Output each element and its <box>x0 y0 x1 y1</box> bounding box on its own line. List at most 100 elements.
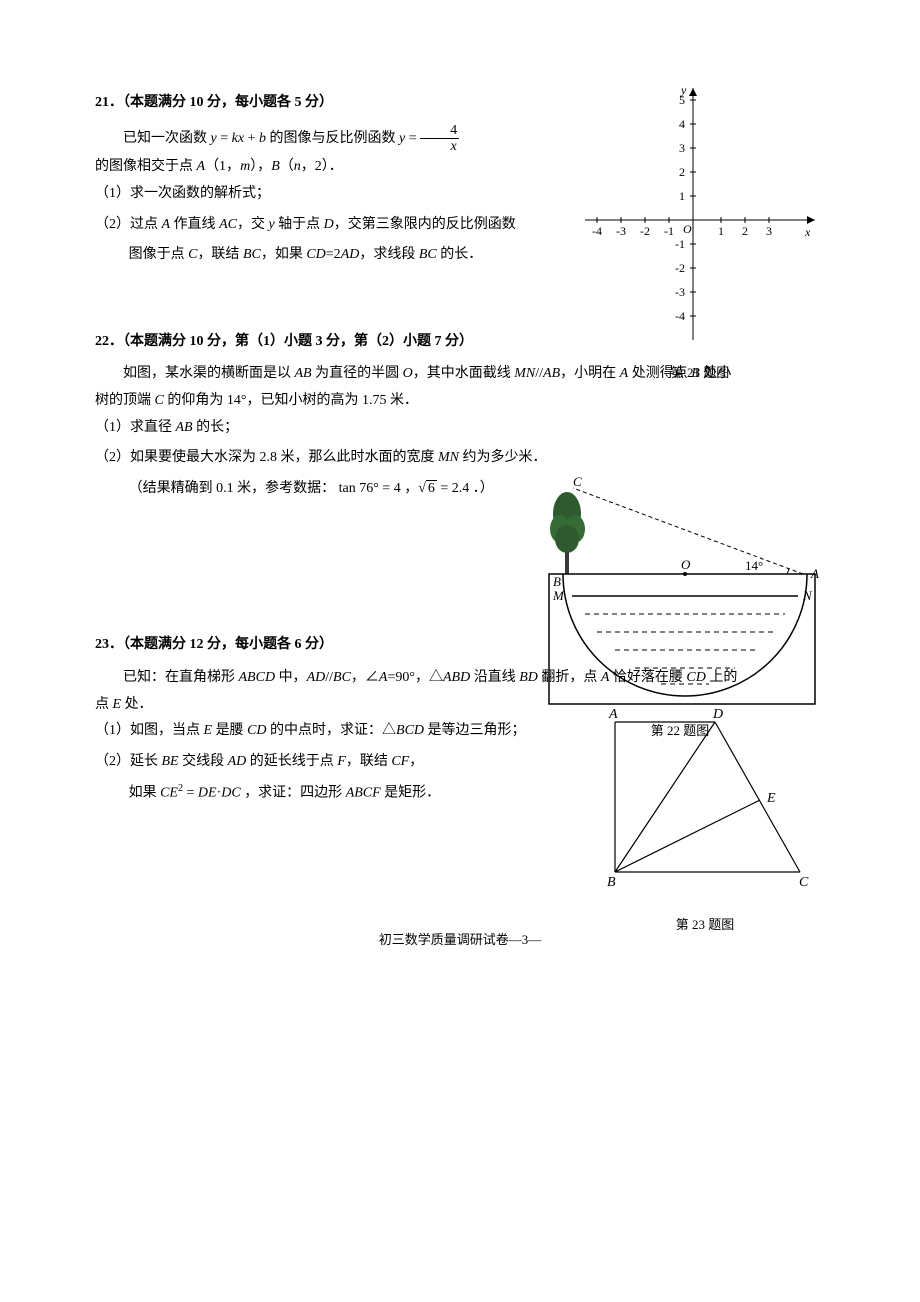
q22-line1: 如图，某水渠的横断面是以 AB 为直径的半圆 O，其中水面截线 MN//AB，小… <box>95 361 825 388</box>
text: （2）延长 <box>95 754 162 769</box>
label-C: C <box>799 875 809 890</box>
pt-A: A <box>162 217 171 232</box>
q23-sub1: （1）如图，当点 E 是腰 CD 的中点时，求证：△BCD 是等边三角形； <box>95 718 615 745</box>
label-N: N <box>802 588 813 603</box>
text: ，交 <box>237 217 269 232</box>
text: 上的 <box>706 670 738 685</box>
ytick: 2 <box>679 165 685 179</box>
text: 为直径的半圆 <box>312 366 403 381</box>
plus: + <box>244 131 259 146</box>
text: 翻折，点 <box>538 670 601 685</box>
xtick: -2 <box>640 224 650 238</box>
xtick: -3 <box>616 224 626 238</box>
xtick: 3 <box>766 224 772 238</box>
seg-DE: DE <box>198 786 217 801</box>
text: 恰好落在腰 <box>609 670 686 685</box>
eq2: = <box>405 131 420 146</box>
origin-label: O <box>683 222 692 236</box>
q23-caption: 第 23 题图 <box>585 913 825 938</box>
seg-AB: AB <box>295 366 312 381</box>
label-D: D <box>712 707 723 722</box>
q21-line2: 的图像相交于点 A（1，m），B（n，2）． <box>95 154 615 181</box>
text: 如果 <box>129 786 161 801</box>
seg-CD: CD <box>306 247 325 262</box>
seg-BC: BC <box>419 247 437 262</box>
text: 中， <box>275 670 307 685</box>
q22-sub2: （2）如果要使最大水深为 2.8 米，那么此时水面的宽度 MN 约为多少米． <box>95 445 615 472</box>
seg-AD: AD <box>341 247 360 262</box>
text: 的仰角为 14°，已知小树的高为 1.75 米． <box>164 393 418 408</box>
xtick: -4 <box>592 224 602 238</box>
text: ，联结 <box>346 754 392 769</box>
seg-CD: CD <box>686 670 705 685</box>
ytick: -3 <box>675 285 685 299</box>
ytick: -1 <box>675 237 685 251</box>
pt-A: A <box>197 159 206 174</box>
seg-BD: BD <box>519 670 538 685</box>
parallel: // <box>325 670 333 685</box>
pt-A: A <box>620 366 629 381</box>
label-B: B <box>607 875 616 890</box>
question-22: C O 14° A B M N <box>95 329 825 503</box>
q22-sub1: （1）求直径 AB 的长； <box>95 415 825 442</box>
text: （1）如图，当点 <box>95 723 204 738</box>
q23-figure: A D B C E 第 23 题图 <box>585 702 825 937</box>
quad-ABCD: ABCD <box>239 670 276 685</box>
tri-BCD: BCD <box>396 723 424 738</box>
text: （2）过点 <box>95 217 162 232</box>
text: 如图，某水渠的横断面是以 <box>123 366 295 381</box>
y-axis-label: y <box>680 83 687 97</box>
q23-line1: 已知：在直角梯形 ABCD 中，AD//BC，∠A=90°，△ABD 沿直线 B… <box>95 665 825 692</box>
ytick: -2 <box>675 261 685 275</box>
text: 的图像与反比例函数 <box>266 131 399 146</box>
text: 的图像相交于点 <box>95 159 197 174</box>
pt-D: D <box>324 217 334 232</box>
text: 图像于点 <box>129 247 189 262</box>
seg-AD: AD <box>307 670 326 685</box>
text: 已知：在直角梯形 <box>123 670 239 685</box>
q21-line1: 已知一次函数 y = kx + b 的图像与反比例函数 y = 4x <box>95 123 615 155</box>
xtick: 1 <box>718 224 724 238</box>
seg-AC: AC <box>219 217 237 232</box>
question-23: A D B C E 第 23 题图 23．（本题满分 12 分，每小题各 6 分… <box>95 632 825 807</box>
trapezoid-diagram-svg: A D B C E <box>585 702 825 902</box>
q23-sub2: （2）延长 BE 交线段 AD 的延长线于点 F，联结 CF， <box>95 749 615 776</box>
text: =90°，△ <box>387 670 443 685</box>
ytick: 3 <box>679 141 685 155</box>
text: 是矩形． <box>381 786 441 801</box>
ytick: 1 <box>679 189 685 203</box>
xtick: 2 <box>742 224 748 238</box>
seg-DC: DC <box>221 786 240 801</box>
text: ，联结 <box>197 247 243 262</box>
text: 交线段 <box>179 754 228 769</box>
label-O: O <box>681 557 691 572</box>
pt-E: E <box>204 723 213 738</box>
eq: = <box>217 131 232 146</box>
text: 的长． <box>437 247 483 262</box>
coordinate-plane-svg: -4 -3 -2 -1 1 2 3 1 <box>575 80 825 350</box>
text: （结果精确到 0.1 米，参考数据： tan 76° = 4 ， <box>129 481 419 496</box>
eq: = <box>183 786 198 801</box>
sqrt-val: = 2.4 ．） <box>437 481 494 496</box>
ytick: -4 <box>675 309 685 323</box>
text: ，小明在 <box>560 366 620 381</box>
text: 处小 <box>700 366 732 381</box>
label-E: E <box>766 791 776 806</box>
text: 处． <box>121 697 153 712</box>
text: 树的顶端 <box>95 393 155 408</box>
text: 已知一次函数 <box>123 131 211 146</box>
text: 是等边三角形； <box>424 723 526 738</box>
text: 约为多少米． <box>459 450 547 465</box>
text: （2）如果要使最大水深为 2.8 米，那么此时水面的宽度 <box>95 450 438 465</box>
q22-line2: 树的顶端 C 的仰角为 14°，已知小树的高为 1.75 米． <box>95 388 825 415</box>
text: （1）求直径 <box>95 420 176 435</box>
parallel: // <box>535 366 543 381</box>
text: 是腰 <box>212 723 247 738</box>
text: 轴于点 <box>275 217 324 232</box>
text: 作直线 <box>170 217 219 232</box>
pt-B: B <box>691 366 700 381</box>
seg-BC: BC <box>243 247 261 262</box>
frac-num: 4 <box>420 123 459 139</box>
sqrt-6: 6 <box>426 480 437 496</box>
seg-AD: AD <box>228 754 247 769</box>
